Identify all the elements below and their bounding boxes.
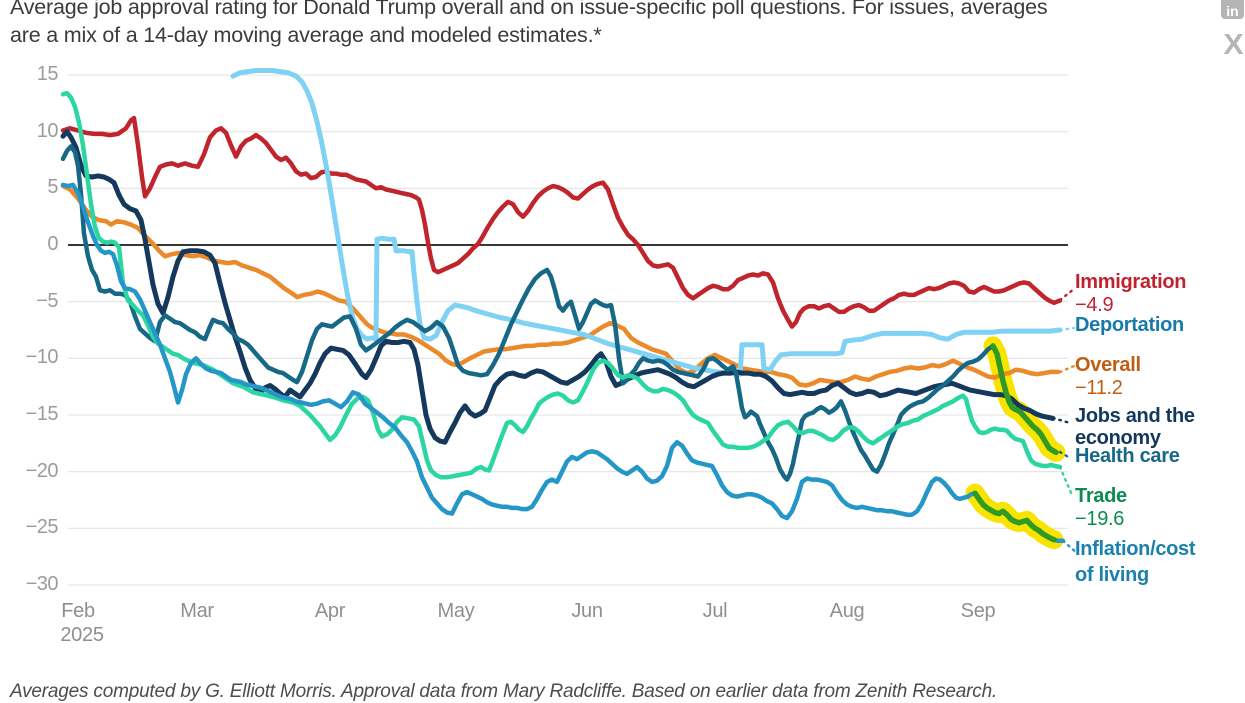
series-line-inflation-cost-of-living <box>60 182 1066 544</box>
series-line-immigration <box>60 115 1063 329</box>
series-line-health-care <box>60 144 1059 482</box>
series-label-inflation-cost: Inflation/cost <box>1075 538 1196 560</box>
x-icon-glyph: X <box>1223 29 1244 61</box>
x-axis-tick-feb: Feb <box>61 600 95 622</box>
y-axis-tick-5: 5 <box>47 176 58 199</box>
highlight-line-health-care <box>990 343 1059 456</box>
chart-title-line1: Average job approval rating for Donald T… <box>10 0 1048 19</box>
series-value-11-2: −11.2 <box>1075 377 1123 399</box>
y-axis-tick--5: −5 <box>36 289 58 312</box>
series-value-4-9: −4.9 <box>1075 294 1114 316</box>
series-label-of-living: of living <box>1075 564 1149 586</box>
series-label-trade: Trade <box>1075 485 1127 507</box>
label-connector-immigration <box>1058 287 1076 302</box>
y-axis-tick--25: −25 <box>25 516 59 539</box>
label-connector-deportation <box>1058 326 1076 332</box>
series-label-immigration: Immigration <box>1075 271 1187 293</box>
y-axis-tick--15: −15 <box>25 402 59 425</box>
x-axis-tick-apr: Apr <box>314 600 346 622</box>
x-axis-tick-may: May <box>437 600 475 622</box>
y-axis-tick-0: 0 <box>47 232 58 255</box>
series-label-economy: economy <box>1075 427 1161 449</box>
label-connector-overall <box>1058 364 1076 374</box>
series-label-jobs-and-the: Jobs and the <box>1075 405 1195 427</box>
chart-title-line2: are a mix of a 14-day moving average and… <box>10 23 602 47</box>
y-axis-tick--30: −30 <box>25 572 59 595</box>
y-axis-tick--10: −10 <box>25 346 59 369</box>
series-line-overall <box>60 183 1061 388</box>
label-connector-health-care <box>1058 450 1072 460</box>
chart-title: Average job approval rating for Donald T… <box>10 0 1210 49</box>
source-credit: Averages computed by G. Elliott Morris. … <box>10 681 998 702</box>
x-axis-tick-jun: Jun <box>571 600 603 622</box>
label-connector-inflation-cost-of-living <box>1061 539 1078 554</box>
x-axis-tick-sep: Sep <box>960 600 996 622</box>
series-label-deportation: Deportation <box>1075 314 1184 336</box>
highlight-band-health-care <box>983 336 1066 462</box>
x-axis-tick-aug: Aug <box>829 600 865 622</box>
x-axis-tick-year: 2025 <box>60 624 104 646</box>
x-axis-tick-mar: Mar <box>180 600 214 622</box>
y-axis-tick-15: 15 <box>36 63 59 85</box>
series-value-19-6: −19.6 <box>1075 508 1125 530</box>
x-share-icon[interactable]: X <box>1223 28 1245 62</box>
series-line-deportation <box>230 68 1063 377</box>
series-line-jobs-and-the-economy <box>60 129 1056 445</box>
label-connector-jobs-and-the-economy <box>1051 416 1072 425</box>
series-label-health-care: Health care <box>1075 445 1180 467</box>
linkedin-icon-glyph: in <box>1226 3 1239 19</box>
linkedin-share-icon[interactable]: in <box>1221 0 1244 19</box>
series-label-overall: Overall <box>1075 354 1141 376</box>
series-line-trade <box>60 90 1063 480</box>
label-connector-trade <box>1058 465 1074 497</box>
y-axis-tick-10: 10 <box>36 119 59 142</box>
y-axis-tick--20: −20 <box>25 459 59 482</box>
highlight-line-inflation-cost-of-living <box>972 490 1057 543</box>
x-axis-tick-jul: Jul <box>702 600 728 622</box>
